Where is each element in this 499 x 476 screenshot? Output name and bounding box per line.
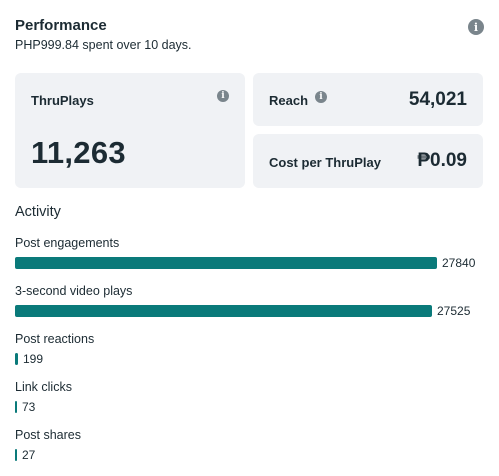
thruplays-info-icon[interactable]: i bbox=[217, 90, 229, 102]
activity-list: Post engagements 27840 3-second video play… bbox=[15, 236, 487, 476]
activity-row-label: 3-second video plays bbox=[15, 284, 133, 298]
thruplays-value: 11,263 bbox=[31, 135, 126, 170]
activity-row: Post reactions 199 bbox=[15, 332, 487, 380]
activity-bar-value: 27 bbox=[22, 447, 36, 462]
activity-bar bbox=[15, 352, 18, 365]
thruplays-label: ThruPlays bbox=[31, 93, 94, 108]
spent-amount: PHP999.84 bbox=[15, 38, 79, 52]
thruplays-card: ThruPlays i 11,263 bbox=[15, 73, 245, 188]
activity-bar-line: 27 bbox=[15, 447, 487, 462]
activity-row: 3-second video plays 27525 bbox=[15, 284, 487, 332]
activity-bar-line: 73 bbox=[15, 399, 487, 414]
activity-bar-line: 27840 bbox=[15, 255, 487, 270]
spend-summary: PHP999.84 spent over 10 days. bbox=[15, 38, 484, 52]
activity-bar-value: 73 bbox=[22, 399, 36, 414]
performance-header: Performance PHP999.84 spent over 10 days… bbox=[15, 17, 484, 52]
activity-bar bbox=[15, 400, 17, 413]
performance-info-icon[interactable]: i bbox=[468, 19, 484, 35]
activity-row: Link clicks 73 bbox=[15, 380, 487, 428]
spent-days: 10 days bbox=[144, 38, 189, 52]
performance-title: Performance bbox=[15, 17, 107, 34]
activity-row-label: Link clicks bbox=[15, 380, 72, 394]
activity-row-label: Post engagements bbox=[15, 236, 120, 250]
activity-bar-value: 27525 bbox=[437, 303, 471, 318]
activity-row-label: Post shares bbox=[15, 428, 82, 442]
reach-value: 54,021 bbox=[408, 89, 467, 110]
reach-card: Reach i 54,021 bbox=[253, 73, 483, 126]
activity-bar bbox=[15, 448, 17, 461]
activity-bar-line: 27525 bbox=[15, 303, 487, 318]
spent-middle-text: spent over bbox=[78, 38, 145, 52]
spent-end-text: . bbox=[188, 38, 192, 52]
cost-per-thruplay-card: Cost per ThruPlay ₱0.09 bbox=[253, 134, 483, 188]
activity-bar-value: 199 bbox=[23, 351, 44, 366]
reach-info-icon[interactable]: i bbox=[315, 91, 327, 103]
activity-bar-line: 199 bbox=[15, 351, 487, 366]
activity-row-label: Post reactions bbox=[15, 332, 95, 346]
activity-row: Post engagements 27840 bbox=[15, 236, 487, 284]
activity-bar bbox=[15, 256, 437, 269]
cost-per-thruplay-label: Cost per ThruPlay bbox=[269, 155, 381, 170]
reach-label: Reach bbox=[269, 93, 309, 108]
cost-per-thruplay-value: ₱0.09 bbox=[417, 150, 467, 171]
activity-bar bbox=[15, 304, 432, 317]
activity-title: Activity bbox=[15, 204, 61, 220]
activity-row: Post shares 27 bbox=[15, 428, 487, 476]
activity-bar-value: 27840 bbox=[442, 255, 476, 270]
